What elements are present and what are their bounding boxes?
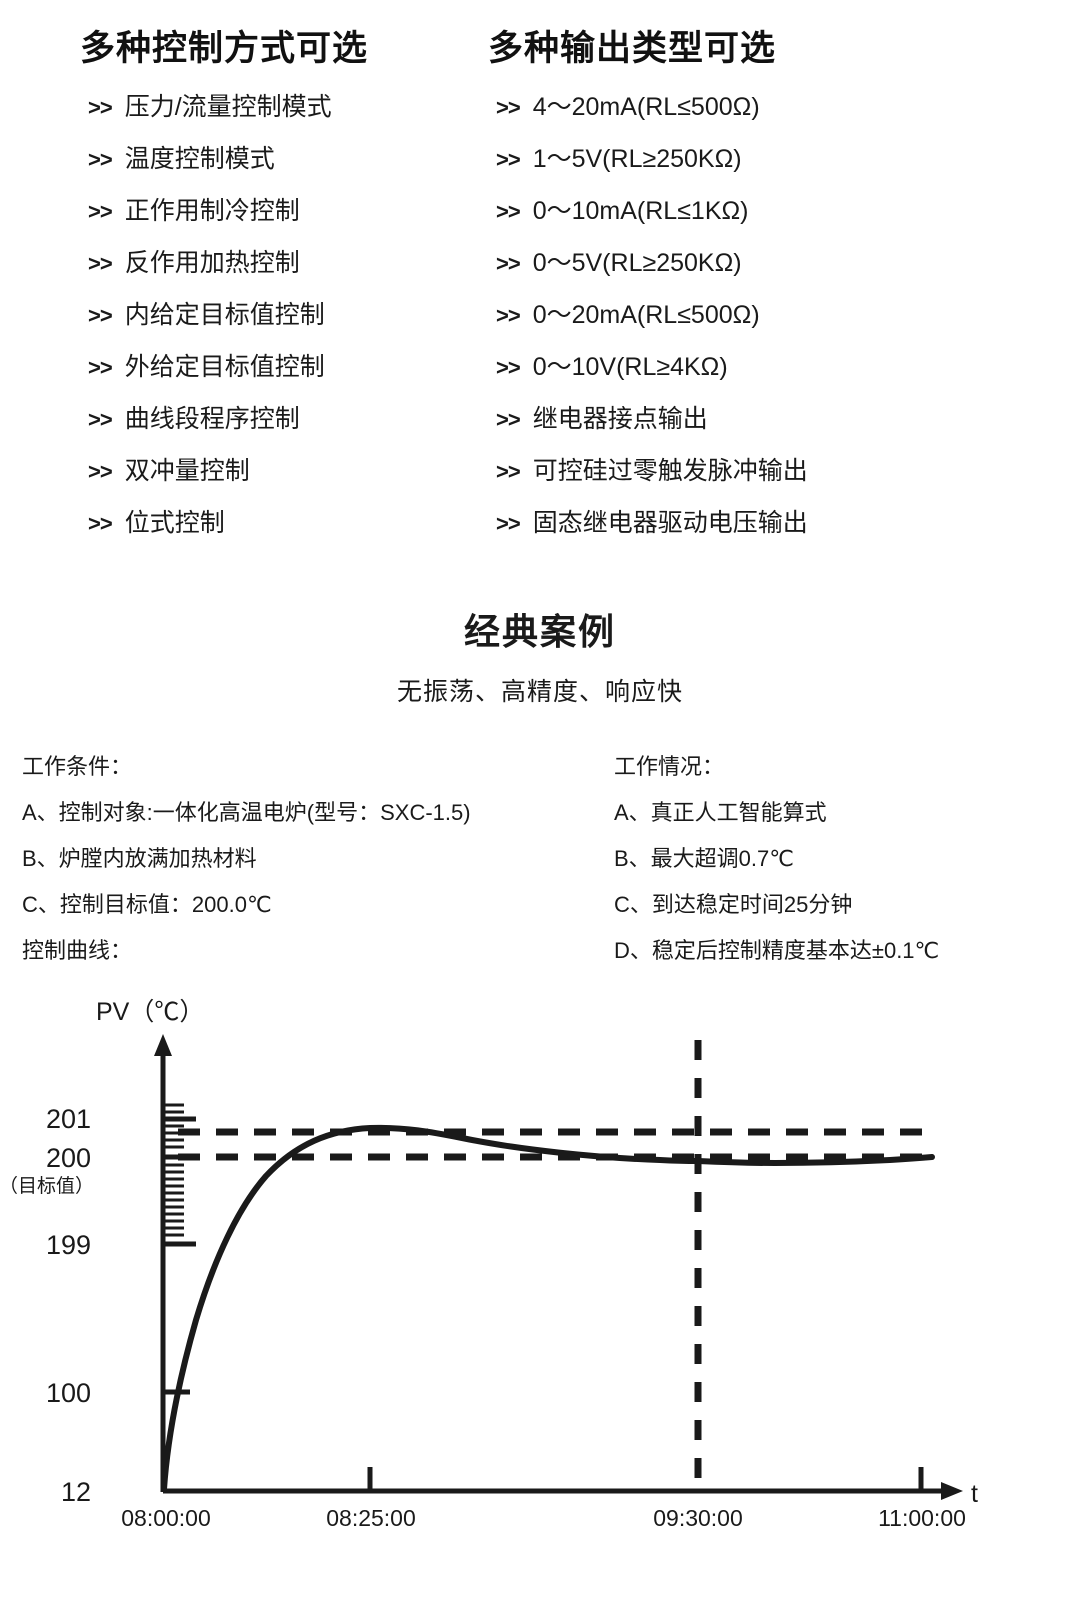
y-tick-label-100: 100 [46, 1378, 91, 1408]
chevron-double-right-icon: >> [496, 94, 521, 120]
case-title: 经典案例 [463, 610, 616, 652]
x-tick-label-0800: 08:00:00 [121, 1505, 211, 1531]
list-item: >> 温度控制模式 [78, 144, 470, 173]
list-item-label: 1～5V(RL≥250KΩ) [532, 144, 742, 173]
pv-curve [161, 1124, 935, 1492]
y-tick-label-200: 200 [46, 1143, 91, 1173]
chevron-double-right-icon: >> [496, 510, 521, 536]
chart-svg: PV（℃） t [0, 998, 978, 1531]
y-tick-note-target: （目标值） [0, 1175, 94, 1197]
output-types-column: 多种输出类型可选 >> 4～20mA(RL≤500Ω) >> 1～5V(RL≥250… [470, 29, 1010, 563]
list-item-label: 0～5V(RL≥250KΩ) [532, 248, 742, 277]
working-conditions-line: A、控制对象:一体化高温电炉(型号：SXC-1.5) [22, 799, 471, 825]
y-axis-label: PV（℃） [96, 998, 204, 1026]
list-item-label: 内给定目标值控制 [124, 300, 325, 329]
case-subtitle: 无振荡、高精度、响应快 [396, 677, 683, 706]
chevron-double-right-icon: >> [88, 250, 113, 276]
working-situation-line: A、真正人工智能算式 [614, 799, 827, 825]
chevron-double-right-icon: >> [496, 458, 521, 484]
chevron-double-right-icon: >> [496, 302, 521, 328]
chevron-double-right-icon: >> [496, 354, 521, 380]
list-item-label: 0～10mA(RL≤1KΩ) [532, 196, 749, 225]
output-types-heading: 多种输出类型可选 [488, 29, 777, 68]
control-curve-label: 控制曲线： [22, 937, 133, 963]
list-item-label: 曲线段程序控制 [124, 404, 300, 433]
list-item: >> 内给定目标值控制 [78, 300, 470, 329]
list-item-label: 外给定目标值控制 [124, 352, 325, 381]
chevron-double-right-icon: >> [496, 146, 521, 172]
x-axis-ticks [367, 1467, 924, 1491]
list-item-label: 双冲量控制 [124, 456, 250, 485]
chevron-double-right-icon: >> [496, 406, 521, 432]
conditions-section: 工作条件： A、控制对象:一体化高温电炉(型号：SXC-1.5) B、炉膛内放满… [0, 753, 1080, 986]
list-item-label: 4～20mA(RL≤500Ω) [532, 92, 760, 121]
control-modes-column: 多种控制方式可选 >> 压力/流量控制模式 >> 温度控制模式 >> 正作用制冷控制 … [0, 29, 470, 563]
control-curve-chart: PV（℃） t [0, 980, 1080, 1600]
working-situation-line: B、最大超调0.7℃ [614, 845, 794, 871]
list-item-label: 0～10V(RL≥4KΩ) [532, 352, 728, 381]
list-item: >> 0～20mA(RL≤500Ω) [484, 300, 1010, 329]
x-tick-label-0930: 09:30:00 [653, 1505, 743, 1531]
list-item: >> 正作用制冷控制 [78, 196, 470, 225]
chevron-double-right-icon: >> [496, 198, 521, 224]
feature-columns-section: 多种控制方式可选 >> 压力/流量控制模式 >> 温度控制模式 >> 正作用制冷控制 … [0, 0, 1080, 563]
working-conditions-line: B、炉膛内放满加热材料 [22, 845, 257, 871]
chevron-double-right-icon: >> [88, 198, 113, 224]
working-situation-line: D、稳定后控制精度基本达±0.1℃ [614, 937, 940, 963]
y-tick-label-201: 201 [46, 1104, 91, 1134]
list-item-label: 压力/流量控制模式 [124, 92, 332, 121]
x-tick-label-0825: 08:25:00 [326, 1505, 416, 1531]
list-item-label: 位式控制 [124, 508, 225, 537]
x-axis: t [163, 1480, 978, 1508]
list-item: >> 位式控制 [78, 508, 470, 537]
list-item-label: 0～20mA(RL≤500Ω) [532, 300, 760, 329]
y-tick-label-12: 12 [61, 1477, 91, 1507]
x-axis-label: t [971, 1480, 978, 1508]
list-item-label: 温度控制模式 [124, 144, 275, 173]
list-item-label: 可控硅过零触发脉冲输出 [532, 456, 808, 485]
working-situation-line: C、到达稳定时间25分钟 [614, 891, 853, 917]
list-item: >> 固态继电器驱动电压输出 [484, 508, 1010, 537]
chevron-double-right-icon: >> [88, 302, 113, 328]
list-item: >> 压力/流量控制模式 [78, 92, 470, 121]
list-item-label: 固态继电器驱动电压输出 [532, 508, 808, 537]
chevron-double-right-icon: >> [88, 94, 113, 120]
working-conditions-column: 工作条件： A、控制对象:一体化高温电炉(型号：SXC-1.5) B、炉膛内放满… [22, 753, 592, 986]
control-modes-list: >> 压力/流量控制模式 >> 温度控制模式 >> 正作用制冷控制 >> 反作用加热控制… [78, 92, 470, 537]
list-item-label: 反作用加热控制 [124, 248, 300, 277]
list-item: >> 反作用加热控制 [78, 248, 470, 277]
list-item: >> 1～5V(RL≥250KΩ) [484, 144, 1010, 173]
list-item: >> 4～20mA(RL≤500Ω) [484, 92, 1010, 121]
y-tick-label-199: 199 [46, 1230, 91, 1260]
working-conditions-line: C、控制目标值：200.0℃ [22, 891, 272, 917]
chevron-double-right-icon: >> [88, 354, 113, 380]
x-tick-label-1100: 11:00:00 [878, 1505, 966, 1531]
list-item: >> 0～10V(RL≥4KΩ) [484, 352, 1010, 381]
list-item: >> 曲线段程序控制 [78, 404, 470, 433]
list-item-label: 继电器接点输出 [532, 404, 708, 433]
output-types-list: >> 4～20mA(RL≤500Ω) >> 1～5V(RL≥250KΩ) >> 0～1… [484, 92, 1010, 537]
chevron-double-right-icon: >> [88, 458, 113, 484]
y-axis-minor-ticks [163, 1103, 184, 1237]
list-item: >> 继电器接点输出 [484, 404, 1010, 433]
y-axis [154, 1034, 172, 1492]
list-item: >> 可控硅过零触发脉冲输出 [484, 456, 1010, 485]
chevron-double-right-icon: >> [88, 146, 113, 172]
working-situation-heading: 工作情况： [614, 753, 725, 779]
chevron-double-right-icon: >> [496, 250, 521, 276]
list-item: >> 双冲量控制 [78, 456, 470, 485]
chevron-double-right-icon: >> [88, 406, 113, 432]
control-modes-heading: 多种控制方式可选 [80, 29, 369, 68]
chevron-double-right-icon: >> [88, 510, 113, 536]
list-item: >> 0～10mA(RL≤1KΩ) [484, 196, 1010, 225]
working-conditions-heading: 工作条件： [22, 753, 133, 779]
working-situation-column: 工作情况： A、真正人工智能算式 B、最大超调0.7℃ C、到达稳定时间25分钟… [592, 753, 1062, 986]
list-item: >> 外给定目标值控制 [78, 352, 470, 381]
list-item-label: 正作用制冷控制 [124, 196, 300, 225]
list-item: >> 0～5V(RL≥250KΩ) [484, 248, 1010, 277]
